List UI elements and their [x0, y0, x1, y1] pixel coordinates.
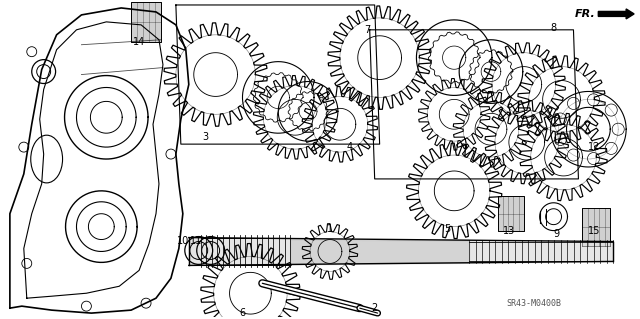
Text: 9: 9 [554, 229, 559, 239]
Text: 11: 11 [189, 235, 202, 246]
Text: 15: 15 [588, 226, 600, 236]
FancyArrow shape [598, 9, 634, 19]
Text: 8: 8 [550, 23, 557, 33]
Bar [498, 196, 524, 231]
Text: 14: 14 [133, 37, 145, 47]
Text: 5: 5 [444, 224, 451, 234]
Text: 4: 4 [347, 142, 353, 152]
Text: FR.: FR. [575, 9, 595, 19]
Bar [131, 2, 161, 42]
Text: 3: 3 [203, 132, 209, 142]
Text: SR43-M0400B: SR43-M0400B [506, 299, 561, 308]
Text: 7: 7 [365, 25, 371, 35]
Text: 6: 6 [239, 308, 246, 318]
Text: 12: 12 [588, 142, 600, 152]
Bar [582, 208, 611, 246]
Text: 13: 13 [503, 226, 515, 236]
Text: 1: 1 [327, 224, 333, 234]
Text: 10: 10 [177, 235, 189, 246]
Text: 2: 2 [372, 303, 378, 313]
